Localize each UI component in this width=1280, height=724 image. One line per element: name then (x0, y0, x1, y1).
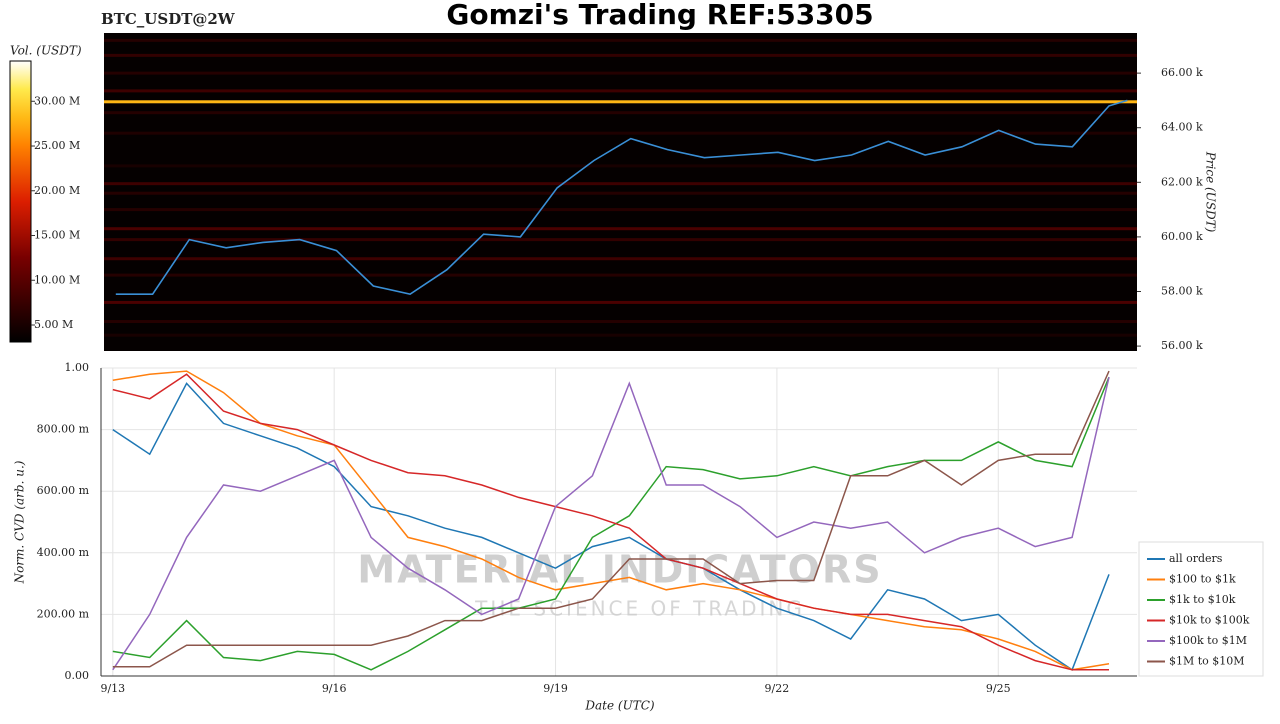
y-tick-label: 62.00 k (1161, 175, 1203, 188)
liquidity-level (104, 131, 1137, 135)
liquidity-level (104, 333, 1137, 337)
colorbar-tick-label: 25.00 M (34, 139, 80, 152)
colorbar-tick-label: 30.00 M (34, 94, 80, 107)
colorbar-tick-label: 15.00 M (34, 229, 80, 242)
y-tick-label: 400.00 m (37, 546, 90, 559)
symbol: BTC_USDT@2W (101, 10, 236, 28)
x-tick-label: 9/22 (765, 682, 790, 695)
y-tick-label: 1.00 (65, 361, 90, 374)
cvd-line (112, 370, 1110, 668)
legend-label: $100 to $1k (1169, 573, 1236, 586)
colorbar-tick-label: 10.00 M (34, 273, 80, 286)
liquidity-level (104, 300, 1137, 304)
colorbar (9, 60, 32, 343)
y-tick-label: 56.00 k (1161, 339, 1203, 352)
liquidity-level (104, 53, 1137, 57)
cvd-line (112, 376, 1110, 671)
cvd-line (112, 370, 1110, 671)
liquidity-level (104, 273, 1137, 277)
cvd-line (112, 382, 1110, 671)
liquidity-level (104, 191, 1137, 195)
liquidity-level (104, 111, 1137, 115)
chart-title: Gomzi's Trading REF:53305 (446, 0, 873, 31)
legend-box (1138, 541, 1264, 677)
liquidity-level (104, 100, 1137, 104)
x-tick-label: 9/25 (986, 682, 1011, 695)
colorbar-tick-label: 20.00 M (34, 184, 80, 197)
y-tick-label: 800.00 m (37, 423, 90, 436)
liquidity-level (104, 227, 1137, 231)
cvd-line (112, 373, 1109, 671)
legend-label: $1k to $10k (1169, 593, 1236, 606)
liquidity-level (104, 182, 1137, 186)
liquidity-level (104, 257, 1137, 261)
x-tick-label: 9/13 (100, 682, 125, 695)
liquidity-level (104, 208, 1137, 212)
y-tick-label: 200.00 m (37, 607, 90, 620)
y-tick-label: 66.00 k (1161, 66, 1203, 79)
x-tick-label: 9/16 (322, 682, 347, 695)
x-axis-label: Date (UTC) (584, 699, 654, 713)
liquidity-level (104, 320, 1137, 324)
liquidity-level (104, 38, 1137, 42)
y-tick-label: 60.00 k (1161, 230, 1203, 243)
y-axis-label: Norm. CVD (arb. u.) (13, 460, 27, 584)
y-tick-label: 64.00 k (1161, 121, 1203, 134)
y-tick-label: 0.00 (65, 669, 90, 682)
y-tick-label: 58.00 k (1161, 284, 1203, 297)
legend-label: all orders (1169, 552, 1223, 565)
cvd-line (112, 377, 1110, 671)
y-tick-label: 600.00 m (37, 484, 90, 497)
legend-label: $10k to $100k (1169, 614, 1250, 627)
liquidity-level (104, 164, 1137, 168)
x-tick-label: 9/19 (543, 682, 568, 695)
legend-label: $100k to $1M (1169, 634, 1247, 647)
y-axis-label: Price (USDT) (1204, 151, 1218, 233)
colorbar-tick-label: 5.00 M (34, 318, 73, 331)
colorbar-label: Vol. (USDT) (10, 44, 82, 58)
liquidity-level (104, 71, 1137, 75)
liquidity-level (104, 238, 1137, 242)
legend-label: $1M to $10M (1169, 655, 1245, 668)
liquidity-level (104, 89, 1137, 93)
price-line (115, 99, 1128, 296)
